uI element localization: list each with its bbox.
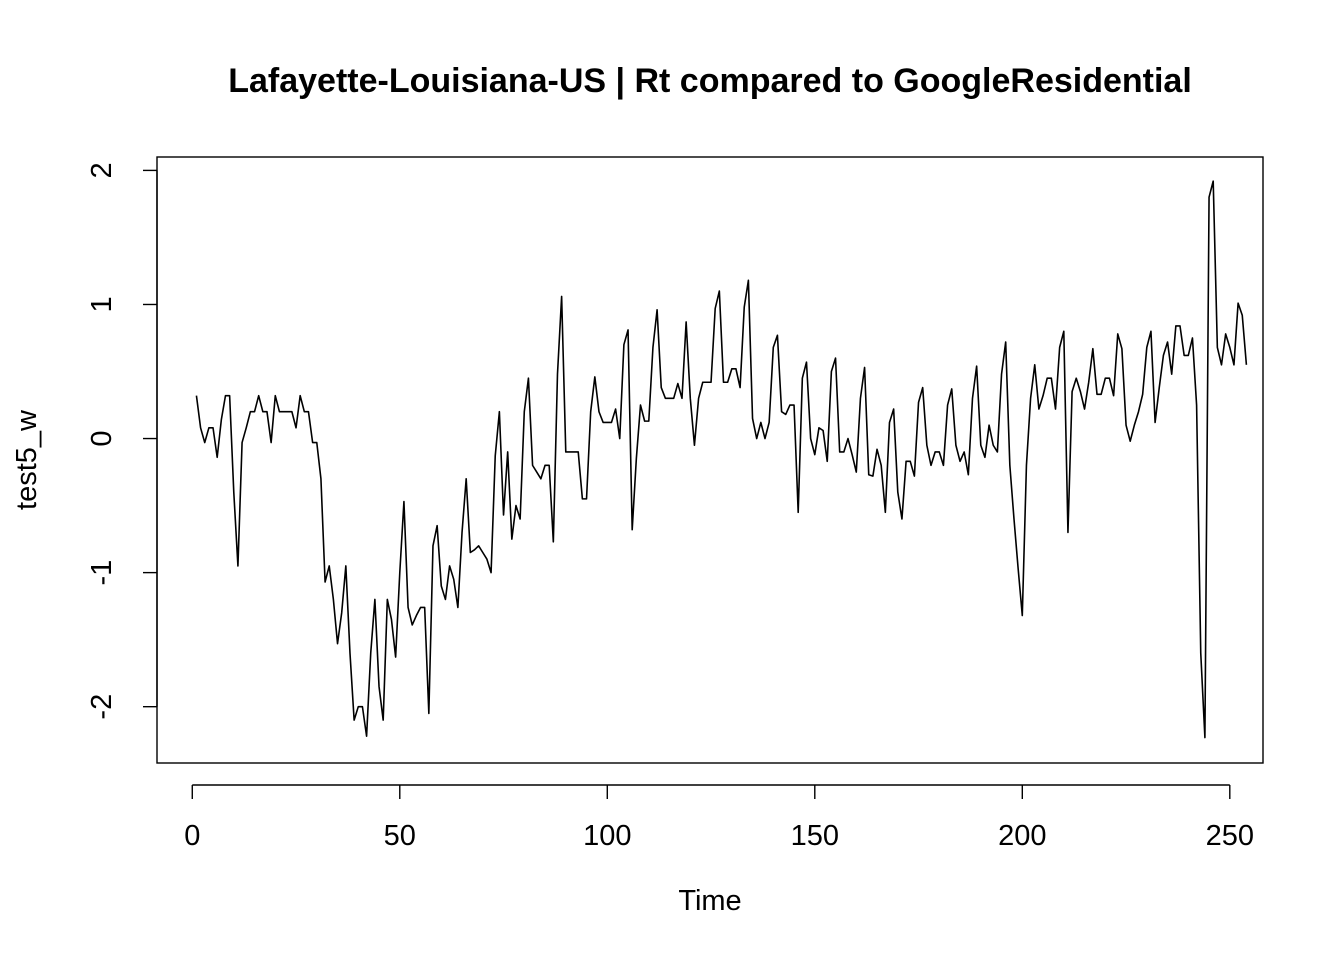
x-tick-label: 250 — [1206, 820, 1254, 852]
x-axis: 0 50 100 150 200 250 — [184, 784, 1254, 852]
plot-area-border — [156, 156, 1264, 764]
y-tick-label: 1 — [86, 296, 118, 312]
x-tick-label: 50 — [384, 820, 416, 852]
y-axis: -2 -1 0 1 2 — [86, 162, 158, 720]
y-tick-label: -1 — [86, 560, 118, 586]
x-axis-label: Time — [678, 885, 741, 917]
y-tick-label: -2 — [86, 694, 118, 720]
x-tick-label: 150 — [791, 820, 839, 852]
series-line-test5-w — [195, 180, 1248, 739]
chart-title: Lafayette-Louisiana-US | Rt compared to … — [228, 62, 1192, 100]
y-axis-label: test5_w — [11, 409, 43, 510]
x-tick-label: 0 — [184, 820, 200, 852]
y-tick-label: 2 — [86, 162, 118, 178]
x-tick-label: 100 — [583, 820, 631, 852]
y-tick-label: 0 — [86, 430, 118, 446]
x-tick-label: 200 — [998, 820, 1046, 852]
